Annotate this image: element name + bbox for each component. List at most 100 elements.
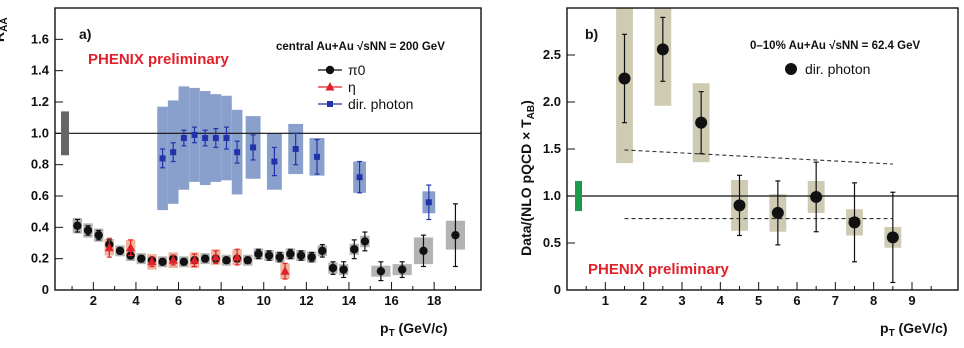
panel-b-x-tick-label: 3 xyxy=(678,293,685,308)
panel-a-pi0-point xyxy=(451,230,460,240)
panel-a-pi0-point xyxy=(73,221,82,230)
panel-a-legend-marker xyxy=(327,101,333,107)
panel-a-eta-point xyxy=(211,252,221,261)
panel-b-frame xyxy=(566,7,959,291)
panel-a-pi0-point xyxy=(158,257,167,266)
panel-a-y-tick-label: 1.2 xyxy=(31,94,49,109)
panel-a-y-tick-label: 0.2 xyxy=(31,251,49,266)
panel-a-pi0-point xyxy=(376,267,386,276)
panel-b-point xyxy=(771,206,784,219)
panel-a-y-tick-label: 1.6 xyxy=(31,31,49,46)
panel-a-legend-label: π0 xyxy=(348,62,366,78)
panel-a-label: a) xyxy=(79,26,91,42)
panel-a-eta-point xyxy=(232,252,242,261)
panel-a-pi0-point xyxy=(307,252,316,262)
panel-a-x-tick-label: 2 xyxy=(90,293,97,308)
panel-b-x-tick-label: 6 xyxy=(793,293,800,308)
panel-b-point xyxy=(733,199,746,212)
panel-b-norm-box xyxy=(575,180,582,212)
panel-b-x-tick-label: 2 xyxy=(640,293,647,308)
panel-a-x-tick-label: 18 xyxy=(427,293,441,308)
panel-b-x-tick-label: 7 xyxy=(832,293,839,308)
panel-a-x-tick-label: 8 xyxy=(218,293,225,308)
panel-a-photon-point xyxy=(234,149,241,156)
panel-a-pi0-point xyxy=(137,254,146,263)
panel-b-x-tick-label: 5 xyxy=(755,293,762,308)
panel-a-condition: central Au+Au √sNN = 200 GeV xyxy=(276,40,445,53)
panel-a-ylabel: RAA xyxy=(0,17,10,42)
panel-a-photon-point xyxy=(356,174,363,181)
panel-a-x-tick-label: 12 xyxy=(299,293,313,308)
panel-b-x-tick-label: 1 xyxy=(602,293,609,308)
panel-a-photon-point xyxy=(271,158,278,165)
panel-a-photon-point xyxy=(191,131,198,138)
panel-a-photon-point xyxy=(170,149,177,156)
panel-a-eta-point xyxy=(280,266,290,275)
panel-b-dashed-curve xyxy=(624,149,893,165)
panel-a-eta-point xyxy=(104,242,114,252)
panel-a-x-tick-label: 10 xyxy=(257,293,271,308)
panel-a-pi0-point xyxy=(318,246,327,256)
panel-b-annotation: PHENIX preliminary xyxy=(588,261,730,278)
panel-b-x-tick-label: 4 xyxy=(717,293,725,308)
panel-b-y-tick-label: 1.5 xyxy=(543,141,561,156)
panel-a-eta-point xyxy=(126,242,136,252)
panel-a-x-tick-label: 6 xyxy=(175,293,182,308)
panel-b-point xyxy=(848,216,861,229)
panel-a-photon-point xyxy=(159,155,166,162)
panel-a-y-tick-label: 0.8 xyxy=(31,157,49,172)
panel-a-xlabel: pT (GeV/c) xyxy=(380,320,448,339)
panel-a: 2 4 6 8 10 12 14 16 18 0 0.2 0.4 0.6 0.8 1.0 1.2 1.4 1.6 π… xyxy=(31,31,481,308)
panel-b-point xyxy=(886,231,899,244)
panel-b-y-tick-label: 2.5 xyxy=(543,47,561,62)
panel-a-y-tick-label: 1.0 xyxy=(31,125,49,140)
panel-a-pi0-point xyxy=(83,226,93,235)
panel-b-label: b) xyxy=(585,26,598,42)
panel-a-legend-label: dir. photon xyxy=(348,96,413,112)
panel-a-eta-point xyxy=(190,255,200,264)
panel-b-xlabel: pT (GeV/c) xyxy=(880,320,948,339)
panel-a-y-tick-label: 0 xyxy=(42,282,49,297)
panel-a-legend-marker xyxy=(325,65,335,75)
panel-b-ylabel: Data/(NLO pQCD × TAB) xyxy=(518,100,537,256)
panel-b: 1 2 3 4 5 6 7 8 9 0 0.5 1.0 1.5 2.0 2.5 dir. photon xyxy=(543,8,958,308)
panel-a-eta-point xyxy=(168,255,178,264)
panel-b-point xyxy=(695,116,708,129)
panel-b-x-tick-label: 9 xyxy=(908,293,915,308)
panel-a-x-tick-label: 16 xyxy=(384,293,398,308)
panel-b-point xyxy=(656,43,669,56)
panel-b-condition: 0–10% Au+Au √sNN = 62.4 GeV xyxy=(750,39,920,52)
panel-a-pi0-point xyxy=(419,246,428,256)
panel-a-photon-point xyxy=(250,144,257,151)
panel-a-pi0-point xyxy=(222,256,231,265)
panel-a-pi0-point xyxy=(350,245,359,254)
panel-b-y-tick-label: 1.0 xyxy=(543,188,561,203)
panel-b-y-tick-label: 0 xyxy=(554,282,561,297)
panel-b-point xyxy=(810,190,823,203)
panel-a-pi0-point xyxy=(94,230,103,240)
panel-a-frame xyxy=(54,7,482,291)
panel-b-x-tick-label: 8 xyxy=(870,293,877,308)
panel-b-y-tick-label: 0.5 xyxy=(543,235,561,250)
panel-a-pi0-point xyxy=(115,246,125,256)
panel-a-pi0-point xyxy=(275,252,284,262)
panel-a-pi0-point xyxy=(328,263,338,273)
panel-a-eta-point xyxy=(147,256,157,266)
panel-a-x-tick-label: 4 xyxy=(132,293,140,308)
panel-b-legend-label: dir. photon xyxy=(805,61,870,77)
panel-a-legend-label: η xyxy=(348,79,356,95)
panel-a-pi0-point xyxy=(286,249,295,259)
panel-a-x-tick-label: 14 xyxy=(342,293,357,308)
panel-a-pi0-point xyxy=(243,256,252,265)
panel-a-y-tick-label: 0.6 xyxy=(31,188,49,203)
panel-a-pi0-point xyxy=(254,249,263,259)
panel-b-point xyxy=(618,72,631,85)
panel-a-norm-box xyxy=(61,111,69,156)
panel-b-y-tick-label: 2.0 xyxy=(543,94,561,109)
panel-a-photon-point xyxy=(292,146,299,152)
panel-a-pi0-point xyxy=(264,251,274,260)
panel-a-pi0-point xyxy=(200,254,210,263)
panel-a-photon-point xyxy=(425,199,432,206)
